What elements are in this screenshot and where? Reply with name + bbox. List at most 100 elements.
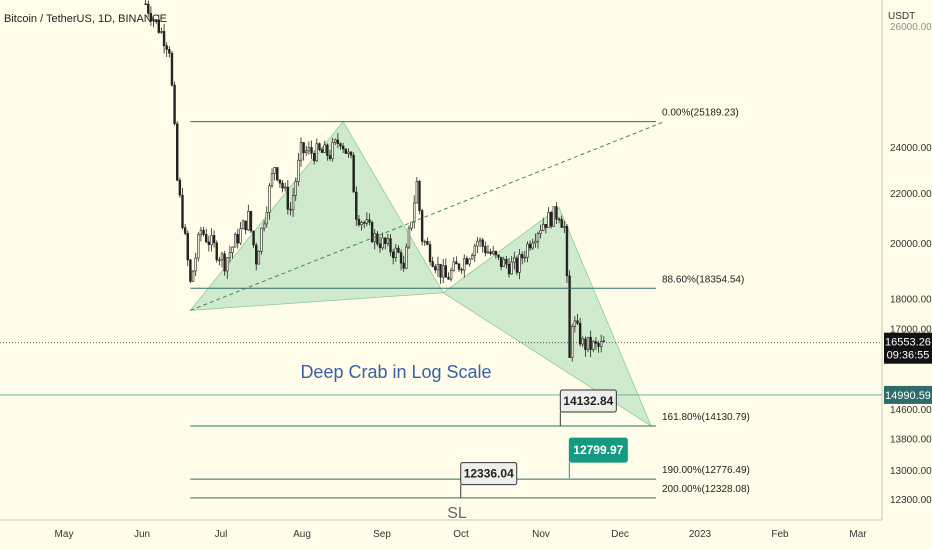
candle-body bbox=[339, 143, 342, 147]
candle-body bbox=[273, 167, 276, 174]
candle-body bbox=[191, 270, 195, 282]
candle-body bbox=[310, 147, 313, 154]
callout-box-2 bbox=[460, 462, 518, 486]
stop-loss-label: SL bbox=[447, 505, 467, 522]
candle-body bbox=[505, 258, 508, 265]
candle-body bbox=[478, 239, 482, 242]
y-tick-label: 17000.00 bbox=[890, 325, 932, 336]
candle-body bbox=[202, 229, 205, 235]
y-tick-label: 18000.00 bbox=[890, 295, 932, 306]
y-tick-label: 13800.00 bbox=[890, 435, 932, 446]
candle-body bbox=[168, 49, 171, 54]
candle-body bbox=[297, 159, 300, 182]
candle-body bbox=[199, 229, 203, 236]
candle-body bbox=[226, 257, 229, 272]
x-tick-label: Dec bbox=[611, 529, 629, 540]
candle-body bbox=[520, 254, 524, 259]
candle-body bbox=[407, 227, 411, 248]
last-price-badge bbox=[884, 332, 932, 364]
candle-body bbox=[328, 155, 332, 159]
alert-price-value: 14990.59 bbox=[885, 390, 931, 402]
candle-body bbox=[344, 148, 347, 154]
chart-title: Bitcoin / TetherUS, 1D, BINANCE bbox=[4, 13, 167, 25]
callout-box-0 bbox=[559, 389, 617, 413]
candle-body bbox=[463, 258, 466, 271]
x-tick-label: 2023 bbox=[689, 529, 712, 540]
last-price-value: 16553.26 bbox=[885, 337, 931, 349]
y-tick-label: 20000.00 bbox=[890, 239, 932, 250]
candle-body bbox=[584, 338, 587, 350]
y-tick-label: 22000.00 bbox=[890, 189, 932, 200]
candle-body bbox=[365, 219, 369, 224]
candle-body bbox=[428, 244, 432, 262]
candle-body bbox=[423, 241, 426, 243]
candle-body bbox=[571, 326, 574, 358]
candle-body bbox=[539, 230, 542, 234]
candle-body bbox=[352, 155, 355, 193]
callout-text-1: 12799.97 bbox=[573, 443, 623, 457]
candle-body bbox=[384, 237, 387, 244]
candle-body bbox=[331, 142, 334, 159]
candle-body bbox=[170, 52, 174, 86]
candle-body bbox=[215, 242, 218, 261]
candle-body bbox=[299, 142, 303, 161]
candle-body bbox=[481, 239, 484, 247]
y-tick-label: 14600.00 bbox=[890, 405, 932, 416]
candle-body bbox=[378, 243, 382, 249]
candle-body bbox=[362, 222, 366, 224]
y-tick-label-partial: 26000.00 bbox=[890, 22, 932, 33]
candle-body bbox=[502, 258, 505, 267]
candle-body bbox=[542, 224, 545, 231]
candle-body bbox=[312, 153, 316, 162]
candle-body bbox=[441, 265, 445, 278]
candle-body bbox=[276, 167, 279, 181]
fib-label-4: 200.00%(12328.08) bbox=[662, 484, 750, 495]
callout-text-2: 12336.04 bbox=[464, 467, 514, 481]
y-tick-label: 12300.00 bbox=[890, 495, 932, 506]
candle-body bbox=[394, 247, 397, 259]
candle-body bbox=[568, 275, 571, 358]
candle-body bbox=[473, 245, 476, 256]
candle-body bbox=[444, 265, 448, 278]
candle-body bbox=[410, 221, 413, 229]
candle-body bbox=[207, 241, 211, 246]
candle-body bbox=[578, 322, 582, 345]
candle-body bbox=[318, 143, 321, 150]
candle-body bbox=[181, 194, 184, 229]
x-tick-label: May bbox=[55, 529, 74, 540]
candle-body bbox=[265, 212, 268, 225]
fib-label-3: 190.00%(12776.49) bbox=[662, 465, 750, 476]
candle-body bbox=[302, 142, 305, 154]
candle-body bbox=[326, 144, 329, 156]
candle-body bbox=[268, 185, 271, 213]
candle-body bbox=[576, 320, 579, 324]
candle-body bbox=[204, 234, 208, 243]
candle-body bbox=[160, 31, 163, 33]
candle-body bbox=[391, 251, 395, 259]
candle-body bbox=[231, 246, 234, 253]
candle-body bbox=[397, 247, 400, 253]
candle-body bbox=[320, 149, 324, 153]
trend-line-dashed bbox=[190, 121, 665, 311]
candle-body bbox=[418, 180, 421, 211]
candle-body bbox=[281, 182, 284, 189]
candle-body bbox=[247, 211, 250, 231]
candle-body bbox=[228, 252, 232, 259]
fib-label-2: 161.80%(14130.79) bbox=[662, 412, 750, 423]
candle-body bbox=[149, 12, 153, 22]
candle-body bbox=[194, 257, 197, 272]
candle-body bbox=[523, 256, 527, 259]
fib-label-1: 88.60%(18354.54) bbox=[662, 274, 744, 285]
y-tick-label: 24000.00 bbox=[890, 143, 932, 154]
candle-body bbox=[402, 262, 405, 269]
x-tick-label: Oct bbox=[453, 529, 469, 540]
pattern-bcd-triangle bbox=[442, 206, 653, 428]
candle-body bbox=[420, 210, 424, 242]
candle-body bbox=[602, 340, 606, 343]
candle-body bbox=[563, 226, 566, 228]
candle-body bbox=[499, 256, 503, 267]
candle-body bbox=[439, 263, 442, 278]
candle-body bbox=[449, 270, 453, 280]
